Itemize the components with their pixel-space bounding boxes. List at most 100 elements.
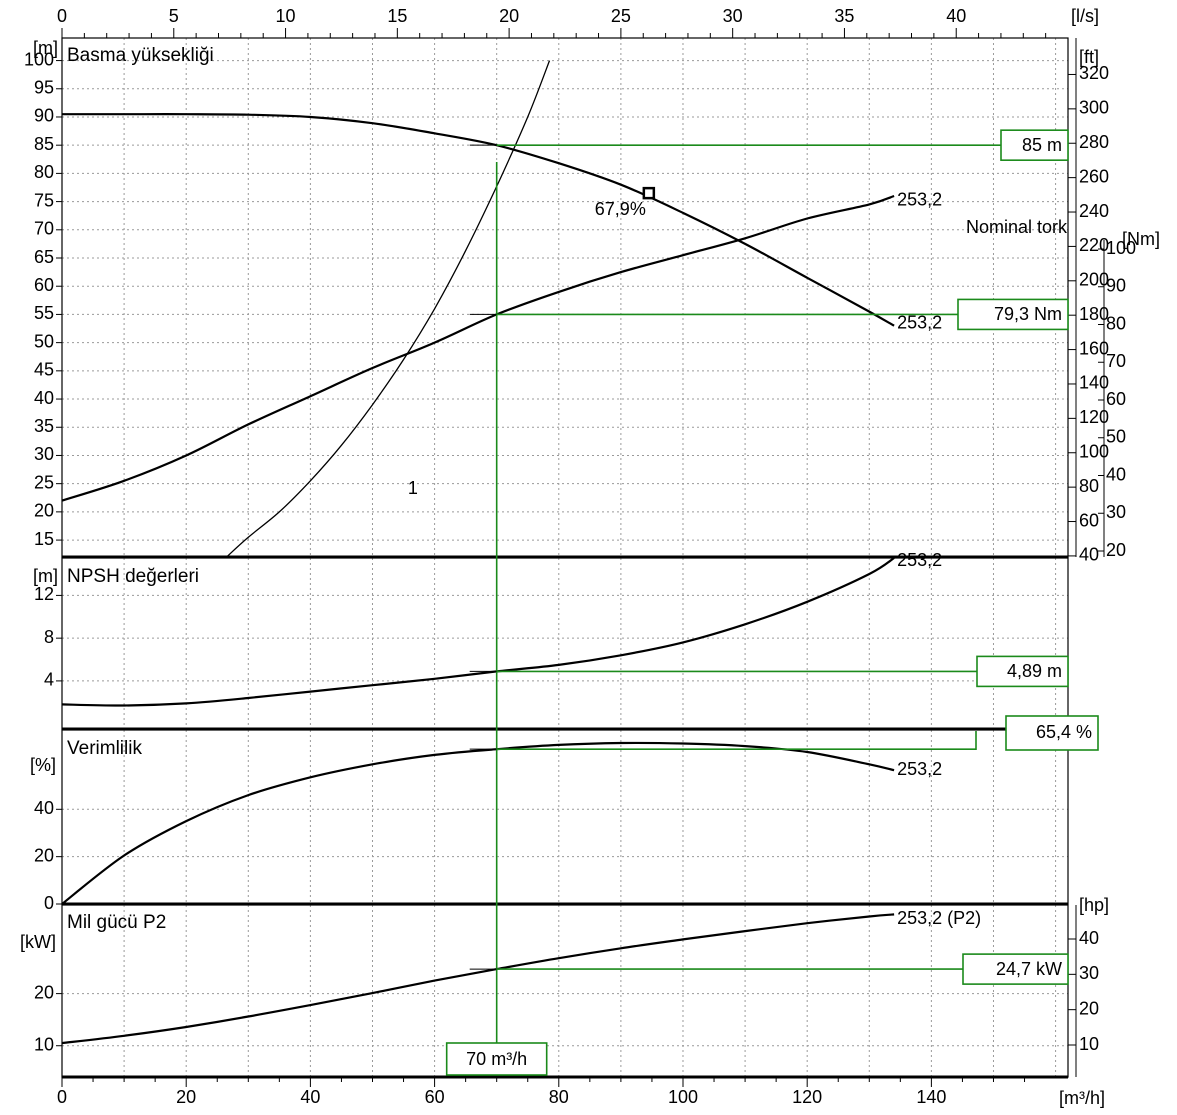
x-unit-bottom: [m³/h] xyxy=(1059,1088,1105,1108)
torque-readout-box xyxy=(957,298,1069,331)
curve-head-torque xyxy=(61,194,895,502)
curve-head-system-curve xyxy=(226,60,551,557)
y-unit-npsh: [m] xyxy=(33,566,58,586)
axes xyxy=(56,28,1105,1087)
power-readout-box xyxy=(962,953,1069,985)
npsh-readout-box xyxy=(976,655,1069,688)
y-tick-label-efficiency-20: 20 xyxy=(34,845,54,865)
series-label-torque: 253,2 xyxy=(897,190,942,210)
series-label-efficiency: 253,2 xyxy=(897,759,942,779)
xtop-tick-label-30: 30 xyxy=(723,6,743,26)
nm-tick-label-80: 80 xyxy=(1106,313,1126,333)
x-tick-label-120: 120 xyxy=(792,1087,822,1107)
y-tick-label-efficiency-40: 40 xyxy=(34,798,54,818)
x-tick-label-40: 40 xyxy=(300,1087,320,1107)
efficiency-marker-label: 67,9% xyxy=(595,199,646,219)
hp-tick-label-30: 30 xyxy=(1079,963,1099,983)
ft-tick-label-300: 300 xyxy=(1079,98,1109,118)
ft-tick-label-140: 140 xyxy=(1079,373,1109,393)
y-tick-label-head-65: 65 xyxy=(34,247,54,267)
y-unit-head: [m] xyxy=(33,38,58,58)
nm-unit: [Nm] xyxy=(1122,229,1160,249)
panel-frame-npsh xyxy=(61,557,1069,730)
y-tick-label-head-80: 80 xyxy=(34,162,54,182)
ft-tick-label-100: 100 xyxy=(1079,441,1109,461)
ft-tick-label-320: 320 xyxy=(1079,63,1109,83)
head-readout-box xyxy=(1000,129,1069,161)
x-unit-top: [l/s] xyxy=(1071,6,1099,26)
series-label-system: 1 xyxy=(408,478,418,498)
y-tick-label-head-90: 90 xyxy=(34,106,54,126)
panel-title-head: Basma yüksekliği xyxy=(67,45,214,66)
panel-title-efficiency: Verimlilik xyxy=(67,738,142,759)
panel-divider-head xyxy=(62,555,1068,559)
xtop-tick-label-20: 20 xyxy=(499,6,519,26)
efficiency-readout-label: 65,4 % xyxy=(1036,722,1092,742)
panel-frame-efficiency xyxy=(61,729,1069,905)
x-tick-label-60: 60 xyxy=(425,1087,445,1107)
y-tick-label-head-50: 50 xyxy=(34,331,54,351)
torque-readout-label: 79,3 Nm xyxy=(994,304,1062,324)
ft-unit: [ft] xyxy=(1079,47,1099,67)
ft-tick-label-120: 120 xyxy=(1079,407,1109,427)
y-tick-label-npsh-12: 12 xyxy=(34,584,54,604)
y-tick-label-head-45: 45 xyxy=(34,360,54,380)
curve-power-main xyxy=(61,913,895,1045)
y-tick-label-npsh-4: 4 xyxy=(44,670,54,690)
series-label-head: 253,2 xyxy=(897,312,942,332)
y-tick-label-head-20: 20 xyxy=(34,501,54,521)
y-tick-label-head-35: 35 xyxy=(34,416,54,436)
nm-tick-label-40: 40 xyxy=(1106,464,1126,484)
nm-tick-label-50: 50 xyxy=(1106,427,1126,447)
ft-tick-label-80: 80 xyxy=(1079,476,1099,496)
y-unit-power: [kW] xyxy=(20,932,56,952)
x-tick-label-0: 0 xyxy=(57,1087,67,1107)
duty-flow-label: 70 m³/h xyxy=(466,1049,527,1069)
efficiency-readout-hline xyxy=(496,731,977,750)
xtop-tick-label-10: 10 xyxy=(276,6,296,26)
ft-tick-label-220: 220 xyxy=(1079,235,1109,255)
ft-tick-label-40: 40 xyxy=(1079,545,1099,565)
torque-label: Nominal tork xyxy=(966,217,1068,237)
efficiency-marker xyxy=(642,186,656,200)
y-tick-label-head-15: 15 xyxy=(34,529,54,549)
y-tick-label-head-30: 30 xyxy=(34,444,54,464)
curve-efficiency-main xyxy=(61,741,895,905)
hp-tick-label-10: 10 xyxy=(1079,1034,1099,1054)
ft-tick-label-160: 160 xyxy=(1079,338,1109,358)
xtop-tick-label-25: 25 xyxy=(611,6,631,26)
panel-divider-efficiency xyxy=(62,902,1068,906)
nm-tick-label-90: 90 xyxy=(1106,276,1126,296)
y-tick-label-npsh-8: 8 xyxy=(44,627,54,647)
series-label-power: 253,2 (P2) xyxy=(897,908,981,928)
nm-tick-label-20: 20 xyxy=(1106,540,1126,560)
y-tick-label-head-85: 85 xyxy=(34,134,54,154)
hp-tick-label-20: 20 xyxy=(1079,998,1099,1018)
x-tick-label-20: 20 xyxy=(176,1087,196,1107)
y-tick-label-efficiency-0: 0 xyxy=(44,893,54,913)
hp-tick-label-40: 40 xyxy=(1079,928,1099,948)
curve-head-pump-head xyxy=(61,113,895,327)
y-tick-label-head-40: 40 xyxy=(34,388,54,408)
ft-tick-label-260: 260 xyxy=(1079,166,1109,186)
panel-title-npsh: NPSH değerleri xyxy=(67,566,199,587)
duty-point-lines xyxy=(445,129,1099,1076)
y-tick-label-head-75: 75 xyxy=(34,190,54,210)
ft-tick-label-240: 240 xyxy=(1079,201,1109,221)
y-unit-efficiency: [%] xyxy=(30,755,56,775)
y-tick-label-head-60: 60 xyxy=(34,275,54,295)
efficiency-readout-box xyxy=(1005,715,1099,751)
labels: 0 20 40 60 80 100 120 140 [m³/h]0 5 10 15 20 25 30 35 40… xyxy=(20,6,1160,1108)
xtop-tick-label-5: 5 xyxy=(169,6,179,26)
panel-frame-power xyxy=(61,904,1069,1078)
xtop-tick-label-40: 40 xyxy=(946,6,966,26)
nm-tick-label-100: 100 xyxy=(1106,238,1136,258)
power-readout-label: 24,7 kW xyxy=(996,959,1062,979)
series-label-npsh: 253,2 xyxy=(897,550,942,570)
x-tick-label-140: 140 xyxy=(916,1087,946,1107)
nm-tick-label-30: 30 xyxy=(1106,502,1126,522)
nm-tick-label-70: 70 xyxy=(1106,351,1126,371)
panel-divider-npsh xyxy=(62,727,1068,731)
hp-unit: [hp] xyxy=(1079,895,1109,915)
